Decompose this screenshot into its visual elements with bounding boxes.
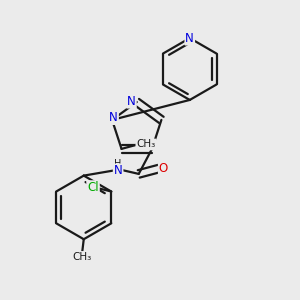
Text: Cl: Cl — [87, 181, 99, 194]
Text: CH₃: CH₃ — [73, 252, 92, 262]
Text: N: N — [185, 32, 194, 45]
Text: CH₃: CH₃ — [136, 140, 156, 149]
Text: O: O — [159, 162, 168, 175]
Text: N: N — [127, 94, 136, 108]
Text: N: N — [114, 164, 122, 178]
Text: H: H — [114, 159, 122, 169]
Text: N: N — [109, 111, 118, 124]
